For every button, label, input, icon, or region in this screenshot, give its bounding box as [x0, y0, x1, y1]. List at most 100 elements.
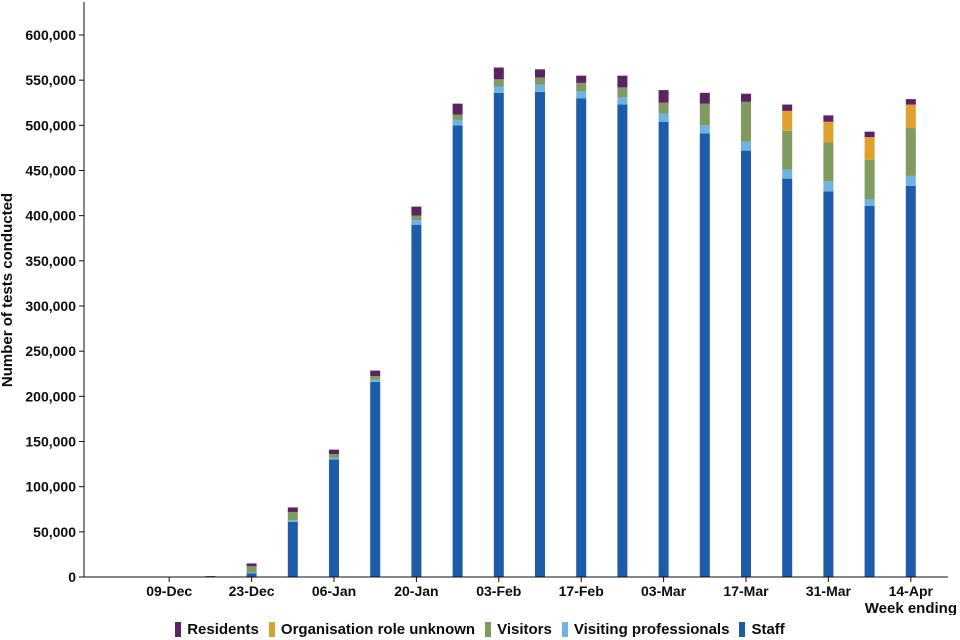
bar-visiting-professionals [782, 169, 793, 179]
x-tick-label: 31-Mar [806, 583, 852, 599]
x-tick-label: 09-Dec [146, 583, 192, 599]
legend-swatch [175, 621, 182, 637]
legend-item-visitors: Visitors [485, 621, 552, 638]
x-tick-label: 23-Dec [229, 583, 275, 599]
y-tick-label: 0 [68, 569, 76, 585]
bar-visiting-professionals [452, 119, 463, 126]
bar-staff [823, 191, 834, 577]
bar-residents [205, 576, 216, 577]
bar-staff [699, 133, 710, 578]
bar-residents [658, 90, 669, 103]
legend-swatch [485, 621, 492, 637]
bar-visiting-professionals [699, 125, 710, 134]
bar-visiting-professionals [823, 181, 834, 192]
bar-visiting-professionals [329, 457, 339, 460]
bar-visitors [864, 159, 875, 200]
bar-visiting-professionals [905, 175, 916, 186]
bar-visiting-professionals [576, 91, 587, 99]
legend-label: Organisation role unknown [280, 620, 476, 638]
bar-residents [576, 75, 587, 83]
bar-staff [617, 104, 628, 577]
x-tick-label: 14-Apr [889, 583, 934, 599]
bar-staff [287, 521, 298, 577]
legend-swatch [561, 621, 568, 637]
bar-organisation-role-unknown [905, 104, 916, 129]
bar-visiting-professionals [864, 199, 875, 206]
y-tick-label: 500,000 [25, 117, 76, 133]
y-tick-label: 250,000 [25, 343, 76, 359]
bar-visiting-professionals [617, 97, 628, 105]
legend-item-visiting-professionals: Visiting professionals [561, 620, 730, 638]
x-tick-label: 06-Jan [312, 583, 356, 599]
legend-swatch [268, 621, 275, 637]
bar-visiting-professionals [287, 520, 298, 522]
bar-visitors [905, 128, 916, 176]
legend-swatch [739, 621, 746, 637]
bar-staff [411, 224, 422, 577]
legend-label: Staff [751, 620, 785, 638]
y-tick-label: 550,000 [25, 72, 76, 88]
bar-staff [905, 185, 916, 577]
legend-item-organisation-role-unknown: Organisation role unknown [268, 620, 476, 638]
bar-visitors [329, 454, 339, 458]
bar-residents [741, 93, 751, 102]
bar-visitors [782, 130, 793, 170]
bar-staff [493, 92, 504, 578]
bar-visitors [411, 215, 422, 221]
bar-residents [617, 75, 628, 88]
bar-staff [246, 573, 257, 577]
bar-staff [370, 381, 381, 577]
bar-visitors [658, 102, 669, 114]
y-tick-label: 600,000 [25, 27, 76, 43]
y-axis-title: Number of tests conducted [0, 193, 16, 387]
legend-item-residents: Residents [175, 621, 259, 638]
x-tick-label: 17-Feb [559, 583, 604, 599]
y-tick-label: 350,000 [25, 253, 76, 269]
y-tick-label: 450,000 [25, 163, 76, 179]
bar-visitors [535, 77, 545, 85]
bar-visitors [617, 87, 628, 98]
bar-visitors [576, 82, 587, 92]
bar-visitors [741, 101, 751, 142]
bar-organisation-role-unknown [823, 121, 834, 143]
bar-visitors [452, 114, 463, 120]
y-tick-label: 150,000 [25, 434, 76, 450]
bar-residents [370, 370, 381, 377]
bar-staff [329, 459, 339, 577]
bar-visitors [699, 103, 710, 126]
y-tick-label: 200,000 [25, 388, 76, 404]
x-tick-label: 17-Mar [723, 583, 769, 599]
bar-staff [741, 150, 751, 578]
x-axis-title: Week ending [865, 600, 957, 615]
bar-visiting-professionals [370, 379, 381, 382]
bar-residents [823, 115, 834, 122]
bar-residents [905, 99, 916, 105]
y-tick-label: 400,000 [25, 208, 76, 224]
bar-residents [493, 67, 504, 80]
bar-residents [329, 449, 339, 455]
stacked-bar-chart: 0 50,000 100,000 150,000 200,000 250,000 300,0… [0, 2, 957, 615]
legend-item-staff: Staff [739, 620, 785, 638]
chart-legend: Residents Organisation role unknown Visito… [0, 619, 960, 639]
bar-visiting-professionals [535, 84, 545, 92]
bar-visiting-professionals [411, 220, 422, 225]
bar-residents [452, 103, 463, 115]
bar-staff [782, 178, 793, 577]
y-tick-label: 50,000 [33, 524, 76, 540]
bar-residents [535, 69, 545, 78]
y-tick-label: 300,000 [25, 298, 76, 314]
bar-organisation-role-unknown [782, 110, 793, 131]
x-tick-label: 03-Mar [641, 583, 687, 599]
bar-staff [658, 121, 669, 577]
bar-visiting-professionals [658, 113, 669, 122]
legend-label: Visiting professionals [573, 620, 730, 638]
bar-visitors [370, 376, 381, 380]
bar-staff [864, 205, 875, 578]
bar-staff [576, 98, 587, 577]
bar-organisation-role-unknown [864, 137, 875, 160]
x-tick-label: 03-Feb [476, 583, 521, 599]
bar-residents [864, 131, 875, 138]
bar-visitors [246, 566, 257, 573]
bar-residents [411, 206, 422, 216]
legend-label: Visitors [497, 620, 552, 638]
